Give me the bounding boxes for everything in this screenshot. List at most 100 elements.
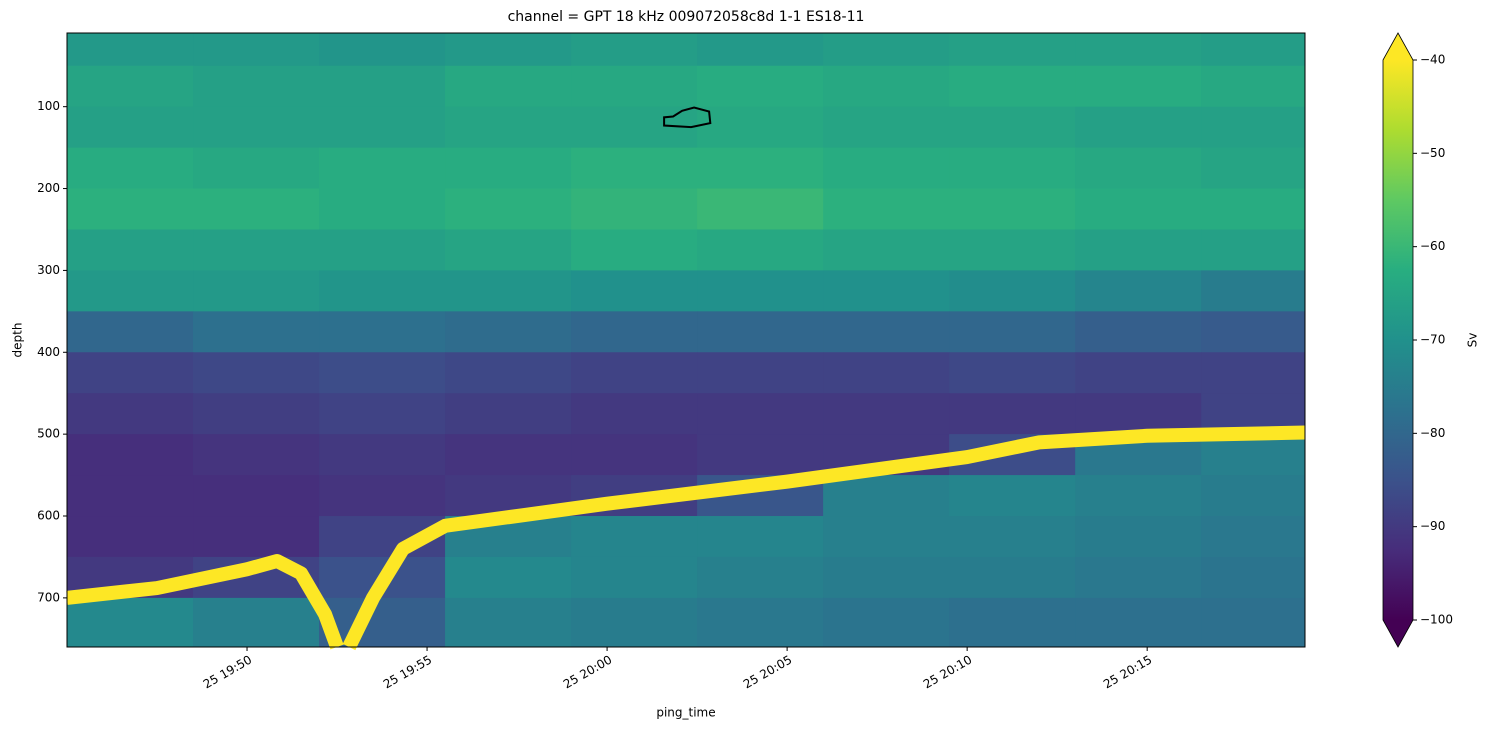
heatmap-cell (193, 352, 320, 394)
heatmap-cell (445, 229, 572, 271)
x-tick-label: 25 20:15 (1101, 653, 1154, 692)
heatmap-cell (949, 311, 1076, 353)
heatmap-cell (823, 147, 950, 190)
heatmap-cell (445, 434, 572, 476)
heatmap-cell (445, 188, 572, 230)
heatmap-cell (193, 106, 320, 149)
heatmap-cell (1201, 516, 1306, 558)
heatmap-cell (949, 106, 1076, 149)
heatmap-cell (1201, 147, 1306, 190)
x-tick-label: 25 19:50 (201, 653, 254, 692)
heatmap-cell (445, 270, 572, 312)
colorbar-tick-label: −40 (1420, 53, 1445, 67)
heatmap-cell (1201, 311, 1306, 353)
heatmap-cell (445, 33, 572, 67)
heatmap-cell (67, 270, 194, 312)
heatmap-cell (193, 434, 320, 476)
heatmap-cell (67, 106, 194, 149)
heatmap-cell (1201, 352, 1306, 394)
seafloor-line (66, 425, 1306, 651)
plot-frame (66, 32, 1306, 648)
heatmap-cell (823, 393, 950, 435)
heatmap-cell (319, 393, 446, 435)
heatmap-cell (1075, 270, 1202, 312)
heatmap-cell (1075, 597, 1202, 648)
heatmap-cell (1075, 33, 1202, 67)
heatmap-cell (67, 393, 194, 435)
heatmap-cell (697, 597, 824, 648)
heatmap-cell (1201, 188, 1306, 230)
heatmap-cell (1201, 270, 1306, 312)
heatmap-cell (1075, 65, 1202, 108)
y-tick-label: 100 (37, 99, 60, 113)
heatmap-cell (67, 33, 194, 67)
heatmap-cell (949, 147, 1076, 190)
heatmap-cell (697, 33, 824, 67)
y-tick-label: 200 (37, 181, 60, 195)
heatmap-cell (571, 516, 698, 558)
y-axis-label: depth (11, 323, 25, 358)
heatmap-cell (571, 33, 698, 67)
heatmap-cell (1201, 33, 1306, 67)
heatmap-cell (445, 311, 572, 353)
colorbar-extend-top (1383, 33, 1413, 60)
heatmap-cell (949, 597, 1076, 648)
y-tick-label: 500 (37, 427, 60, 441)
heatmap-cell (67, 188, 194, 230)
y-tick-label: 300 (37, 263, 60, 277)
heatmap-cell (823, 597, 950, 648)
heatmap-cell (319, 270, 446, 312)
heatmap-cell (1075, 556, 1202, 599)
heatmap-cell (697, 393, 824, 435)
heatmap-cell (949, 352, 1076, 394)
heatmap-cell (445, 556, 572, 599)
heatmap-cell (1075, 516, 1202, 558)
heatmap-cell (571, 393, 698, 435)
colorbar-tick-label: −90 (1420, 519, 1445, 533)
heatmap-cell (949, 270, 1076, 312)
heatmap-cell (319, 352, 446, 394)
heatmap-cell (949, 516, 1076, 558)
heatmap-cell (697, 352, 824, 394)
heatmap-cell (697, 188, 824, 230)
heatmap-cell (193, 147, 320, 190)
heatmap-cell (949, 65, 1076, 108)
heatmap-cell (1075, 352, 1202, 394)
heatmap-cell (697, 106, 824, 149)
heatmap-cell (823, 556, 950, 599)
heatmap-cell (1201, 229, 1306, 271)
heatmap-cell (67, 147, 194, 190)
heatmap-cell (193, 270, 320, 312)
heatmap-cell (67, 475, 194, 517)
heatmap-cell (949, 188, 1076, 230)
heatmap-cell (823, 33, 950, 67)
heatmap-cell (67, 516, 194, 558)
heatmap-cell (319, 188, 446, 230)
heatmap-cell (823, 352, 950, 394)
heatmap-cell (823, 311, 950, 353)
x-tick-label: 25 20:05 (741, 653, 794, 692)
heatmap-cell (571, 597, 698, 648)
y-tick-label: 600 (37, 509, 60, 523)
heatmap-cell (1075, 311, 1202, 353)
heatmap-cell (571, 434, 698, 476)
heatmap-cell (67, 65, 194, 108)
heatmap-cell (193, 188, 320, 230)
heatmap-cell (319, 65, 446, 108)
heatmap-cell (949, 556, 1076, 599)
heatmap-cell (1201, 597, 1306, 648)
heatmap-cell (445, 147, 572, 190)
heatmap-cell (823, 270, 950, 312)
heatmap-cell (697, 270, 824, 312)
heatmap-cell (823, 229, 950, 271)
heatmap-cell (193, 475, 320, 517)
heatmap-cell (823, 475, 950, 517)
heatmap-cell (571, 352, 698, 394)
heatmap-cell (319, 434, 446, 476)
heatmap-cell (1201, 556, 1306, 599)
x-axis-label: ping_time (656, 706, 715, 720)
heatmap-cell (319, 106, 446, 149)
x-tick-label: 25 20:10 (921, 653, 974, 692)
colorbar-label: Sv (1466, 333, 1480, 348)
heatmap-cell (697, 434, 824, 476)
